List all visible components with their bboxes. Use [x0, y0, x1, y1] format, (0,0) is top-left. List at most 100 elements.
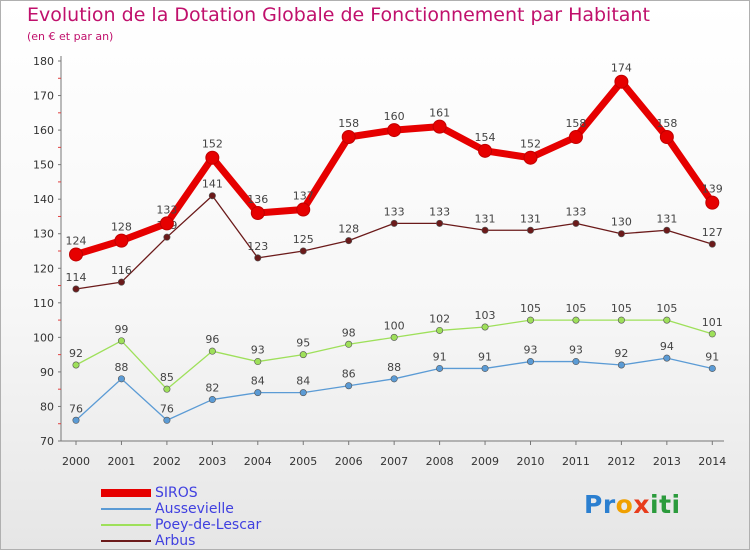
data-label-aussevielle: 92 — [614, 347, 628, 360]
data-label-arbus: 133 — [384, 205, 405, 218]
data-point-arbus — [481, 226, 489, 234]
y-tick-label: 130 — [33, 228, 54, 241]
legend-label-siros: SIROS — [155, 485, 198, 501]
data-label-aussevielle: 84 — [296, 375, 310, 388]
x-tick-label: 2014 — [698, 455, 726, 468]
x-tick-label: 2006 — [335, 455, 363, 468]
data-point-arbus — [708, 240, 716, 248]
data-point-poey-de-lescar — [299, 351, 307, 359]
data-label-arbus: 133 — [429, 205, 450, 218]
data-label-aussevielle: 94 — [660, 340, 674, 353]
data-label-arbus: 130 — [611, 216, 632, 229]
data-point-aussevielle — [163, 416, 171, 424]
data-label-arbus: 127 — [702, 226, 723, 239]
data-point-siros — [478, 143, 493, 158]
y-tick-label: 160 — [33, 124, 54, 137]
data-point-poey-de-lescar — [436, 326, 444, 334]
logo-letter: x — [633, 490, 650, 519]
y-tick-label: 180 — [33, 55, 54, 68]
x-tick-label: 2013 — [653, 455, 681, 468]
logo-letter: r — [602, 490, 616, 519]
logo-letter: i — [671, 490, 681, 519]
data-label-siros: 161 — [429, 107, 450, 120]
data-point-aussevielle — [436, 364, 444, 372]
data-label-aussevielle: 82 — [205, 382, 219, 395]
data-point-siros — [614, 74, 629, 89]
data-point-aussevielle — [617, 361, 625, 369]
data-point-arbus — [345, 237, 353, 245]
data-label-poey-de-lescar: 101 — [702, 316, 723, 329]
data-label-aussevielle: 93 — [569, 344, 583, 357]
data-label-poey-de-lescar: 95 — [296, 337, 310, 350]
data-point-siros — [659, 130, 674, 144]
data-label-aussevielle: 76 — [69, 402, 83, 415]
data-label-poey-de-lescar: 100 — [384, 319, 405, 332]
data-label-siros: 160 — [384, 110, 405, 123]
data-label-siros: 152 — [520, 138, 541, 151]
data-point-poey-de-lescar — [572, 316, 580, 324]
data-label-arbus: 131 — [520, 212, 541, 225]
data-point-aussevielle — [254, 389, 262, 397]
data-label-arbus: 131 — [475, 212, 496, 225]
data-point-siros — [250, 206, 265, 220]
data-label-poey-de-lescar: 93 — [251, 344, 265, 357]
y-tick-label: 150 — [33, 159, 54, 172]
legend-swatch-aussevielle — [101, 508, 151, 510]
y-tick-label: 90 — [40, 366, 54, 379]
data-label-siros: 158 — [656, 117, 677, 130]
data-label-poey-de-lescar: 103 — [475, 309, 496, 322]
data-point-siros — [387, 123, 402, 138]
data-point-poey-de-lescar — [390, 333, 398, 341]
data-label-aussevielle: 88 — [387, 361, 401, 374]
data-point-poey-de-lescar — [117, 337, 125, 345]
data-label-poey-de-lescar: 105 — [611, 302, 632, 315]
data-point-aussevielle — [208, 396, 216, 404]
data-label-siros: 128 — [111, 221, 132, 234]
data-label-siros: 154 — [475, 131, 496, 144]
data-label-siros: 124 — [66, 234, 87, 247]
data-point-siros — [523, 150, 538, 165]
data-label-poey-de-lescar: 85 — [160, 371, 174, 384]
x-tick-label: 2012 — [607, 455, 635, 468]
x-tick-label: 2007 — [380, 455, 408, 468]
data-label-aussevielle: 84 — [251, 375, 265, 388]
data-label-poey-de-lescar: 92 — [69, 347, 83, 360]
data-label-poey-de-lescar: 105 — [520, 302, 541, 315]
logo-letter: P — [584, 490, 603, 519]
data-label-siros: 158 — [338, 117, 359, 130]
data-label-arbus: 128 — [338, 223, 359, 236]
data-label-poey-de-lescar: 96 — [205, 333, 219, 346]
data-point-aussevielle — [526, 358, 534, 366]
logo-letter: t — [659, 490, 672, 519]
logo-letter: o — [615, 490, 634, 519]
data-label-siros: 139 — [702, 183, 723, 196]
data-label-siros: 152 — [202, 138, 223, 151]
data-point-siros — [432, 119, 447, 134]
legend-swatch-poey-de-lescar — [101, 524, 151, 526]
data-point-arbus — [208, 192, 216, 200]
data-point-siros — [69, 247, 83, 262]
y-tick-label: 140 — [33, 193, 54, 206]
legend-label-aussevielle: Aussevielle — [155, 501, 234, 517]
y-tick-label: 120 — [33, 262, 54, 275]
data-point-poey-de-lescar — [617, 316, 625, 324]
data-label-siros: 133 — [156, 203, 177, 216]
data-label-arbus: 133 — [565, 205, 586, 218]
data-label-arbus: 125 — [293, 233, 314, 246]
data-point-arbus — [436, 219, 444, 227]
data-point-arbus — [117, 278, 125, 286]
x-tick-label: 2002 — [153, 455, 181, 468]
data-point-siros — [705, 195, 720, 210]
data-point-poey-de-lescar — [254, 358, 262, 366]
data-label-poey-de-lescar: 105 — [656, 302, 677, 315]
y-tick-label: 70 — [40, 435, 54, 448]
data-label-siros: 136 — [247, 193, 268, 206]
x-tick-label: 2011 — [562, 455, 590, 468]
data-point-poey-de-lescar — [708, 330, 716, 338]
proxiti-logo: Proxiti — [584, 490, 681, 519]
data-point-siros — [568, 130, 583, 144]
data-label-aussevielle: 91 — [478, 350, 492, 363]
data-point-poey-de-lescar — [72, 361, 80, 369]
data-label-poey-de-lescar: 99 — [114, 323, 128, 336]
